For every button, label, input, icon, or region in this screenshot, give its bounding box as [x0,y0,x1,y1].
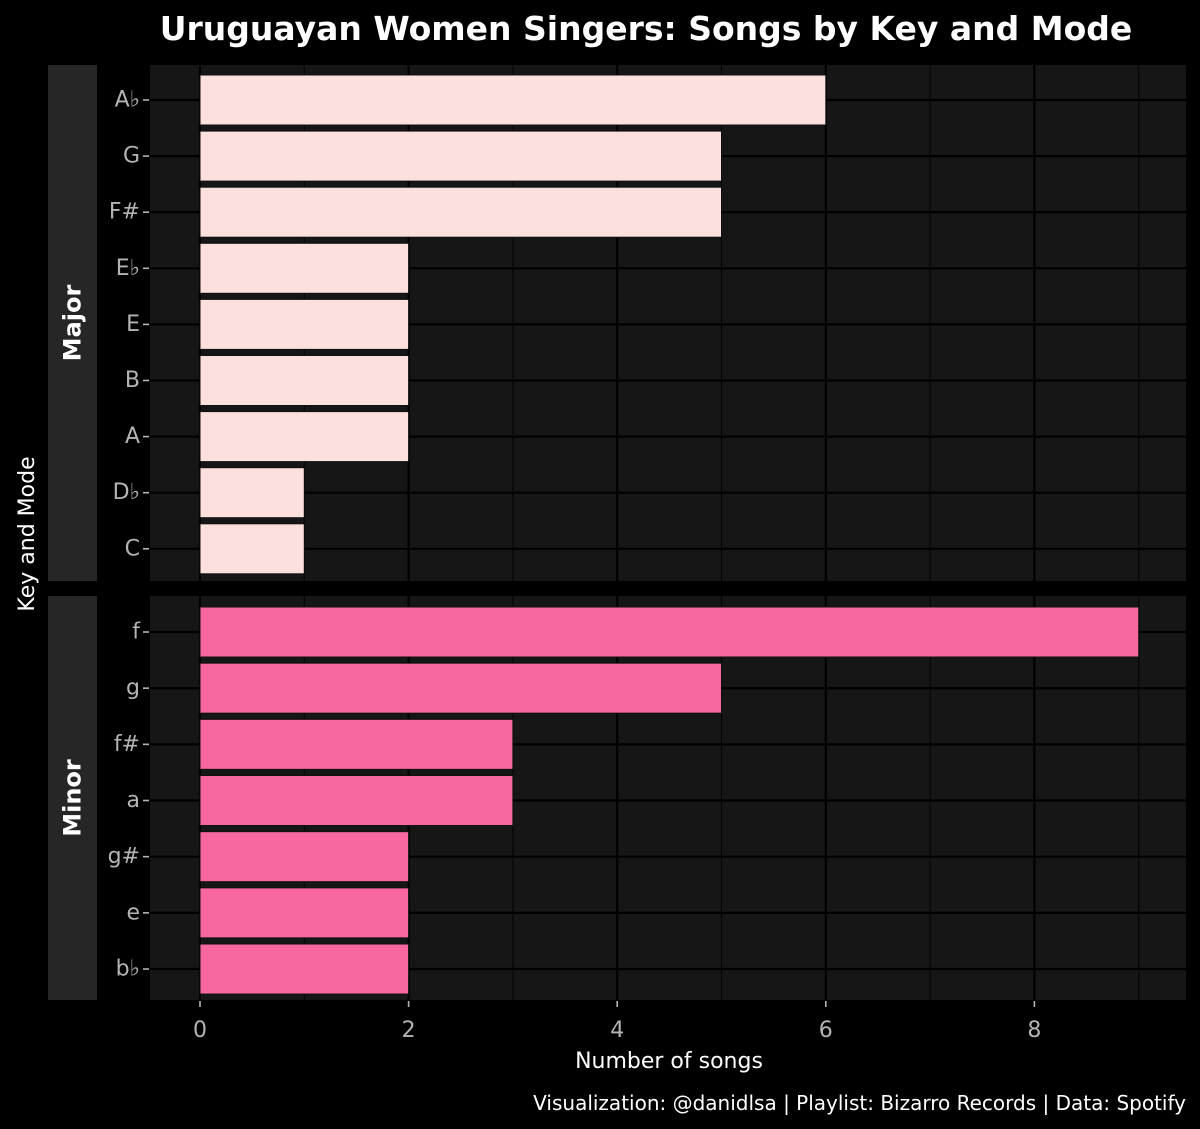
bar-major-E [199,298,410,350]
bar-minor-g# [199,831,410,883]
y-tick-label: e [126,900,140,925]
caption: Visualization: @danidlsa | Playlist: Biz… [533,1091,1186,1115]
y-tick-label: G [123,144,140,169]
y-tick-label: A♭ [115,88,140,113]
y-tick-label: f [132,620,141,645]
bar-minor-f [199,606,1140,658]
x-tick-label: 4 [610,1018,624,1043]
x-tick-label: 6 [819,1018,833,1043]
facet-strip-minor: Minor [48,596,97,1000]
y-tick-label: F# [109,200,140,225]
bar-minor-g [199,662,722,714]
y-tick-label: D♭ [113,480,140,505]
facets: Major A♭ G F# E♭ E B A D♭ C Minor f g f# a g# e b♭ [48,65,1186,1000]
bar-major-E♭ [199,242,410,294]
y-tick-label: f# [114,732,140,757]
y-tick-label: B [125,368,140,393]
x-tick-label: 2 [402,1018,416,1043]
y-tick-label: b♭ [116,957,140,982]
bar-minor-f# [199,718,514,770]
x-axis: 0 2 4 6 8 [193,1001,1041,1043]
facet-strip-major: Major [48,65,97,581]
y-tick-label: a [127,788,140,813]
bar-minor-a [199,775,514,827]
bar-major-A♭ [199,74,827,126]
facet-panel-minor: Minor f g f# a g# e b♭ [48,596,1186,1000]
bar-major-G [199,130,722,182]
y-tick-label: g [126,676,140,701]
x-tick-label: 0 [193,1018,207,1043]
bar-major-F# [199,186,722,238]
bar-major-B [199,355,410,406]
y-tick-label: C [125,536,140,561]
x-axis-title: Number of songs [575,1049,763,1074]
bar-minor-e [199,887,410,939]
chart-title: Uruguayan Women Singers: Songs by Key an… [160,9,1133,48]
facet-strip-background [48,65,97,581]
bar-major-C [199,523,305,575]
facet-strip-background [48,596,97,1000]
bar-major-D♭ [199,467,305,519]
facet-panel-major: Major A♭ G F# E♭ E B A D♭ C [48,65,1186,581]
facet-strip-label: Minor [59,759,87,837]
y-axis-title: Key and Mode [15,456,40,611]
facet-strip-label: Major [59,285,87,362]
x-tick-label: 8 [1027,1018,1041,1043]
y-tick-label: A [125,424,140,449]
y-tick-label: E♭ [116,256,140,281]
bar-major-A [199,411,410,463]
y-tick-label: g# [108,844,140,869]
y-tick-label: E [126,312,140,337]
bar-minor-b♭ [199,943,410,995]
